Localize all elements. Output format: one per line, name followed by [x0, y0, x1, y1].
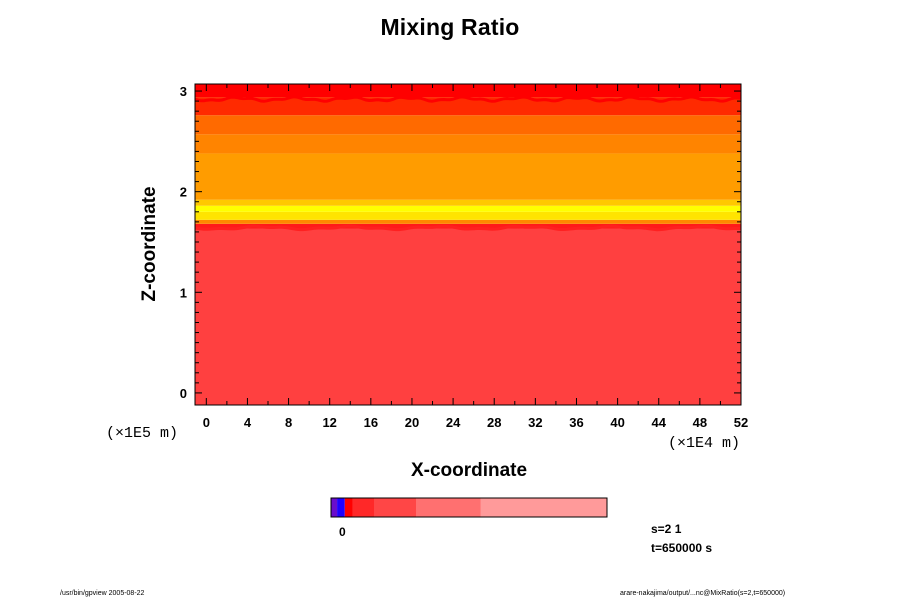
contour-band-1	[195, 223, 741, 229]
x-axis-label: X-coordinate	[410, 460, 528, 481]
x-tick-label: 36	[569, 415, 583, 430]
x-tick-label: 52	[734, 415, 748, 430]
colorbar-segment-3	[352, 498, 375, 517]
x-tick-label: 24	[446, 415, 461, 430]
y-tick-label: 1	[180, 285, 187, 300]
y-scale-factor: (×1E5 m)	[106, 425, 179, 442]
x-tick-label: 32	[528, 415, 542, 430]
x-tick-label: 20	[405, 415, 419, 430]
x-tick-label: 4	[244, 415, 252, 430]
contour-edge-top	[194, 95, 742, 103]
contour-band-7	[195, 134, 741, 154]
colorbar-segment-4	[374, 498, 417, 517]
plot-frame	[194, 83, 742, 406]
colorbar-label: 0	[339, 525, 346, 539]
x-tick-label: 16	[364, 415, 378, 430]
chart-title: Mixing Ratio	[380, 14, 520, 40]
colorbar-segment-2	[344, 498, 353, 517]
time-label: t=650000 s	[651, 541, 713, 555]
colorbar-segment-1	[337, 498, 345, 517]
contour-band-3	[195, 211, 741, 220]
x-tick-label: 48	[693, 415, 707, 430]
step-label: s=2 1	[651, 522, 682, 536]
contour-band-5	[195, 199, 741, 206]
x-tick-label: 40	[610, 415, 624, 430]
contour-edge-lower	[194, 224, 742, 232]
contour-band-2	[195, 219, 741, 224]
colorbar-segment-0	[331, 498, 338, 517]
x-tick-label: 0	[203, 415, 210, 430]
x-tick-label: 28	[487, 415, 501, 430]
y-tick-label: 0	[180, 386, 187, 401]
x-scale-factor: (×1E4 m)	[668, 435, 741, 452]
contour-band-10	[195, 84, 741, 98]
x-tick-label: 12	[322, 415, 336, 430]
colorbar-segment-6	[480, 498, 607, 517]
contour-band-0	[195, 228, 741, 405]
colorbar-frame	[330, 497, 608, 518]
contour-band-4	[195, 205, 741, 212]
contour-band-6	[195, 153, 741, 200]
footer-right: arare-nakajima/output/...nc@MixRatio(s=2…	[620, 590, 786, 597]
colorbar-segment-5	[416, 498, 481, 517]
x-tick-label: 8	[285, 415, 292, 430]
y-tick-label: 2	[180, 185, 187, 200]
contour-band-8	[195, 115, 741, 135]
x-tick-label: 44	[652, 415, 667, 430]
y-tick-label: 3	[180, 84, 187, 99]
footer-left: /usr/bin/gpview 2005-08-22	[60, 590, 145, 597]
